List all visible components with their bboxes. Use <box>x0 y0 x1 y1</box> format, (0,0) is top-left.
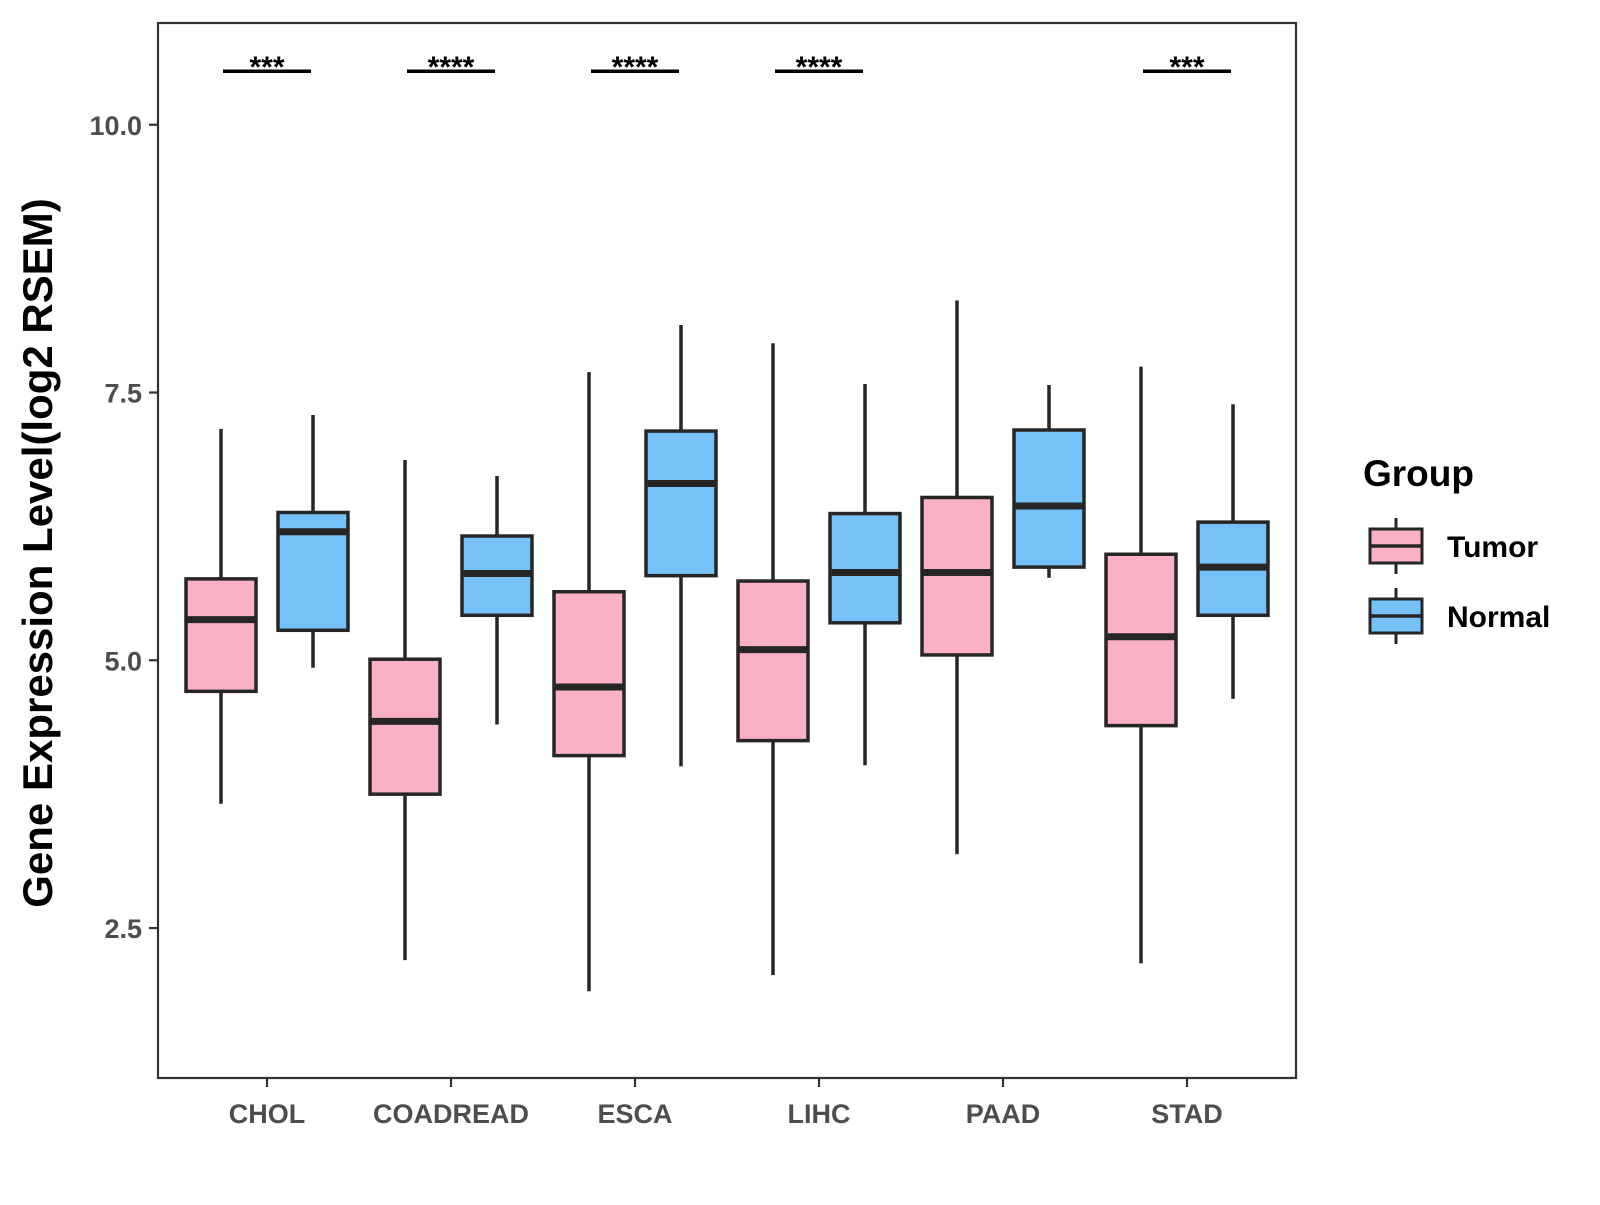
significance-label: **** <box>428 51 475 84</box>
axes-layer: 2.5 5.0 7.5 10.0 CHOL COADREAD ESCA LIHC PAAD STA… <box>89 21 1298 1129</box>
box-tumor-lihc[interactable] <box>736 343 810 976</box>
y-axis-title: Gene Expression Level(log2 RSEM) <box>14 198 61 908</box>
boxes-layer <box>184 300 1270 992</box>
legend-item-tumor[interactable]: Tumor <box>1368 518 1538 574</box>
box-body[interactable] <box>368 657 442 796</box>
box-tumor-esca[interactable] <box>552 372 626 992</box>
y-tick-label: 10.0 <box>89 111 142 141</box>
box-normal-stad[interactable] <box>1196 404 1270 699</box>
x-tick-label: STAD <box>1151 1099 1223 1129</box>
box-tumor-stad[interactable] <box>1104 366 1178 964</box>
box-tumor-chol[interactable] <box>184 428 258 804</box>
box-tumor-paad[interactable] <box>920 300 994 855</box>
y-tick-label: 5.0 <box>104 646 142 676</box>
box-body[interactable] <box>644 429 718 578</box>
box-tumor-coadread[interactable] <box>368 459 442 961</box>
legend: Group Tumor Normal <box>1363 453 1550 644</box>
plot-panel-border <box>156 21 1298 1080</box>
significance-label: *** <box>249 51 284 84</box>
box-body[interactable] <box>552 589 626 758</box>
x-tick-label: COADREAD <box>373 1099 529 1129</box>
box-normal-lihc[interactable] <box>828 383 902 766</box>
significance-label: *** <box>1169 51 1204 84</box>
box-body[interactable] <box>1012 428 1086 569</box>
significance-label: **** <box>612 51 659 84</box>
x-tick-label: LIHC <box>788 1099 851 1129</box>
x-tick-label: ESCA <box>597 1099 672 1129</box>
box-body[interactable] <box>828 511 902 625</box>
x-tick-label: PAAD <box>966 1099 1041 1129</box>
significance-layer: *** **** **** **** *** <box>223 51 1231 84</box>
box-normal-esca[interactable] <box>644 325 718 767</box>
box-body[interactable] <box>920 495 994 657</box>
significance-label: **** <box>796 51 843 84</box>
legend-label: Normal <box>1447 601 1550 634</box>
legend-title: Group <box>1363 453 1474 494</box>
x-tick-label: CHOL <box>229 1099 306 1129</box>
box-body[interactable] <box>736 579 810 743</box>
box-normal-coadread[interactable] <box>460 476 534 725</box>
box-body[interactable] <box>184 577 258 694</box>
y-tick-label: 7.5 <box>104 379 142 409</box>
legend-item-normal[interactable]: Normal <box>1368 588 1550 644</box>
y-tick-label: 2.5 <box>104 914 142 944</box>
legend-label: Tumor <box>1447 531 1538 564</box>
box-normal-paad[interactable] <box>1012 385 1086 578</box>
box-normal-chol[interactable] <box>276 415 350 668</box>
